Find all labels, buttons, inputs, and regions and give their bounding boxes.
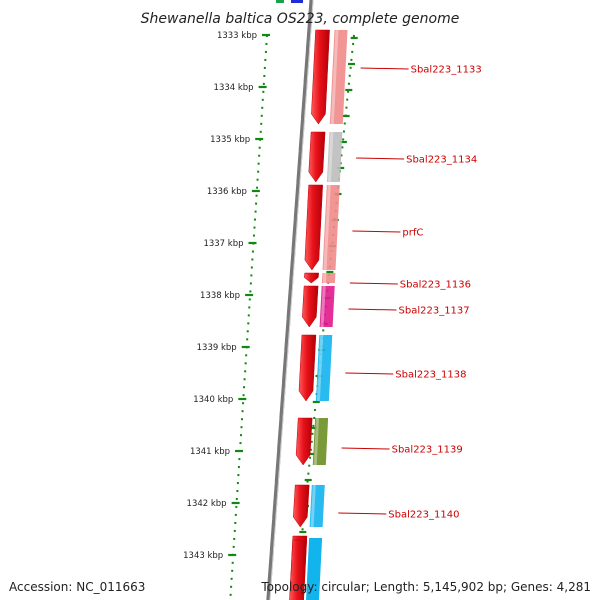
label-leader xyxy=(349,282,398,285)
label-leader xyxy=(348,308,397,311)
gene-arrow xyxy=(304,184,323,271)
genome-title: Shewanella baltica OS223, complete genom… xyxy=(141,11,460,27)
cog-features xyxy=(306,30,348,600)
kbp-tick-label: 1337 kbp xyxy=(203,239,243,249)
gene-arrow xyxy=(302,285,319,328)
cog-box-highlight xyxy=(327,132,334,182)
cog-box xyxy=(322,185,340,270)
label-leader xyxy=(345,372,394,375)
partial-feature-green xyxy=(276,0,284,3)
kbp-tick-label: 1335 kbp xyxy=(210,135,250,145)
cog-box xyxy=(312,418,329,465)
gene-features xyxy=(289,29,330,600)
gene-arrow xyxy=(311,29,330,125)
kbp-tick-label: 1338 kbp xyxy=(200,291,240,301)
top-partial-features xyxy=(276,0,303,3)
cog-box-highlight xyxy=(313,418,320,465)
cog-box xyxy=(321,273,336,283)
cog-box-highlight xyxy=(320,286,326,327)
genome-backbone-highlight xyxy=(269,0,314,600)
partial-feature-blue xyxy=(291,0,303,3)
gene-label: prfC xyxy=(402,228,423,239)
gene-label: Sbal223_1133 xyxy=(411,65,482,76)
cog-box-highlight xyxy=(323,185,331,270)
genome-backbone xyxy=(266,0,314,600)
topology-text: Topology: circular; Length: 5,145,902 bp… xyxy=(261,580,591,594)
kbp-tick-label: 1333 kbp xyxy=(217,31,257,41)
position-ring-dotted xyxy=(229,34,268,600)
gene-arrow xyxy=(304,272,319,284)
gene-arrow xyxy=(298,334,317,402)
gene-label: Sbal223_1137 xyxy=(399,306,470,317)
accession-text: Accession: NC_011663 xyxy=(9,580,146,594)
gene-arrow xyxy=(308,131,326,183)
gene-arrow xyxy=(289,539,307,600)
gene-arrow xyxy=(295,417,313,466)
cog-box xyxy=(326,132,343,182)
cog-box-partial xyxy=(306,538,323,600)
label-leader xyxy=(360,67,409,70)
gene-labels: Sbal223_1133 Sbal223_1134 prfC Sbal223_1136… xyxy=(338,65,482,521)
gene-label: Sbal223_1140 xyxy=(388,510,459,521)
label-leader xyxy=(338,512,387,515)
gene-arrow xyxy=(293,484,310,528)
label-leader xyxy=(341,447,390,450)
cog-box xyxy=(315,335,333,401)
cog-box-highlight xyxy=(316,335,324,401)
gene-label: Sbal223_1138 xyxy=(395,370,466,381)
gene-label: Sbal223_1134 xyxy=(406,155,477,166)
gene-label: Sbal223_1136 xyxy=(400,280,471,291)
cog-box xyxy=(309,485,325,527)
cog-box xyxy=(319,286,335,327)
kbp-tick-label: 1334 kbp xyxy=(214,83,254,93)
kbp-tick-label: 1339 kbp xyxy=(197,343,237,353)
cog-box-highlight xyxy=(322,273,327,283)
map-layer: 1333 kbp 1334 kbp 1335 kbp 1336 kbp 1337 kbp… xyxy=(183,0,482,600)
kbp-tick-label: 1341 kbp xyxy=(190,447,230,457)
kbp-tick-label: 1342 kbp xyxy=(187,499,227,509)
cog-box-highlight xyxy=(310,485,316,527)
gene-label: Sbal223_1139 xyxy=(392,445,463,456)
kbp-tick-label: 1340 kbp xyxy=(193,395,233,405)
kbp-tick-label: 1343 kbp xyxy=(183,551,223,561)
cog-box xyxy=(329,30,348,124)
label-leader xyxy=(356,157,405,160)
kbp-tick-label: 1336 kbp xyxy=(207,187,247,197)
cog-box-highlight xyxy=(330,30,339,124)
label-leader xyxy=(352,230,401,233)
